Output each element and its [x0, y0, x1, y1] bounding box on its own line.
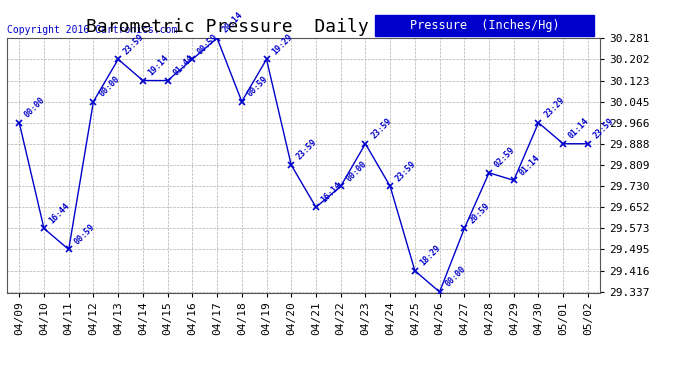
Text: 02:59: 02:59: [493, 146, 517, 170]
Text: 23:59: 23:59: [295, 138, 319, 162]
Text: Pressure  (Inches/Hg): Pressure (Inches/Hg): [410, 19, 560, 32]
Text: 23:59: 23:59: [591, 117, 615, 141]
Text: 16:14: 16:14: [319, 180, 344, 204]
Text: 00:59: 00:59: [196, 32, 220, 56]
Text: 19:14: 19:14: [146, 53, 170, 77]
Text: 00:00: 00:00: [97, 74, 121, 98]
Text: 19:29: 19:29: [270, 32, 294, 56]
Text: 01:44: 01:44: [171, 53, 195, 77]
Text: 23:59: 23:59: [394, 159, 418, 183]
Text: 00:59: 00:59: [72, 222, 97, 246]
Text: 16:44: 16:44: [48, 201, 72, 225]
Text: 01:14: 01:14: [518, 153, 542, 177]
Text: 00:59: 00:59: [246, 74, 270, 98]
Text: Copyright 2016 Cartronics.com: Copyright 2016 Cartronics.com: [7, 25, 177, 35]
Text: 00:00: 00:00: [23, 96, 47, 120]
Text: 23:29: 23:29: [542, 96, 566, 120]
Text: 20:59: 20:59: [468, 201, 492, 225]
Text: 00:00: 00:00: [344, 159, 368, 183]
Text: 23:59: 23:59: [122, 32, 146, 56]
FancyBboxPatch shape: [375, 15, 594, 36]
Text: 23:59: 23:59: [369, 117, 393, 141]
Text: 18:29: 18:29: [419, 243, 442, 267]
Text: 00:00: 00:00: [443, 265, 467, 289]
Text: 01:14: 01:14: [567, 117, 591, 141]
Text: 20:14: 20:14: [221, 11, 245, 35]
Title: Barometric Pressure  Daily Low  20160503: Barometric Pressure Daily Low 20160503: [86, 18, 521, 36]
